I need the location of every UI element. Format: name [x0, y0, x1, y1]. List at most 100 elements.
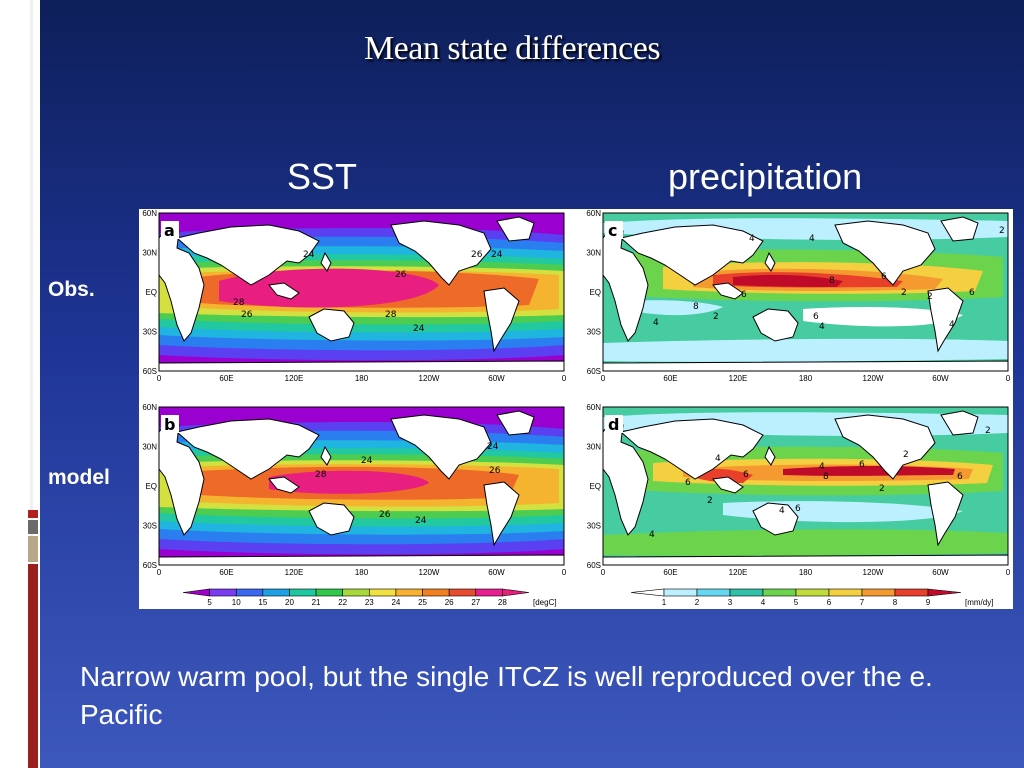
panel-c-contour-label: 2 — [999, 226, 1005, 236]
colorbar-tick-label: 20 — [285, 598, 294, 607]
colorbar-tick-label: 26 — [445, 598, 454, 607]
panel-d-precip-model: d 4 6 4 6 8 2 2 6 4 6 2 4 2 6 — [602, 406, 1009, 566]
panel-c-contour-label: 6 — [969, 288, 975, 298]
panel-c-contour-label: 6 — [741, 290, 747, 300]
lat-tick-label: 30S — [587, 522, 601, 531]
lat-tick-label: 60S — [587, 561, 601, 570]
lat-tick-label: EQ — [589, 288, 601, 297]
lat-tick-label: 30S — [143, 328, 157, 337]
panel-a-letter: a — [164, 221, 175, 240]
colorbar-tick-label: 24 — [391, 598, 400, 607]
panel-a-contour-label: 28 — [233, 298, 245, 308]
colorbar-swatch — [927, 588, 962, 597]
lon-tick-label: 60E — [219, 374, 233, 383]
panel-d-contour-label: 6 — [685, 478, 691, 488]
lat-tick-label: EQ — [145, 482, 157, 491]
lat-tick-label: 30N — [142, 249, 157, 258]
lat-tick-label: 30S — [143, 522, 157, 531]
left-decor-bar — [0, 0, 40, 768]
colorbar-swatch — [369, 588, 397, 597]
panel-d-contour-label: 6 — [743, 470, 749, 480]
colorbar-tick-label: 23 — [365, 598, 374, 607]
lon-tick-label: 60E — [663, 568, 677, 577]
panel-c-contour-label: 8 — [829, 276, 835, 286]
lon-tick-label: 120E — [729, 568, 748, 577]
lon-tick-label: 60W — [488, 374, 505, 383]
panel-d-contour-label: 6 — [795, 504, 801, 514]
panel-d-contour-label: 6 — [957, 472, 963, 482]
panel-d-contour-label: 4 — [819, 462, 825, 472]
colorbar-tick-label: 15 — [258, 598, 267, 607]
lat-tick-label: 60S — [143, 367, 157, 376]
panel-c-letter-box — [605, 221, 623, 239]
lat-tick-label: 60S — [587, 367, 601, 376]
lat-tick-label: EQ — [145, 288, 157, 297]
colorbar-tick-label: 25 — [418, 598, 427, 607]
panel-b-contour-label: 24 — [415, 516, 427, 526]
lon-tick-label: 0 — [562, 374, 567, 383]
panel-d-contour-label: 6 — [859, 460, 865, 470]
colorbar-swatch — [395, 588, 423, 597]
panel-d-contour-label: 4 — [779, 506, 785, 516]
lon-tick-label: 180 — [799, 568, 813, 577]
colorbar-tick-label: 9 — [926, 598, 931, 607]
colorbar-swatch — [762, 588, 797, 597]
colorbar-swatch — [475, 588, 503, 597]
slide-title: Mean state differences — [363, 30, 661, 67]
lat-tick-label: 30S — [587, 328, 601, 337]
lat-tick-label: 60S — [143, 561, 157, 570]
lon-tick-label: 120W — [863, 568, 884, 577]
colorbar-swatch — [235, 588, 264, 597]
panel-a-contour-label: 24 — [413, 324, 425, 334]
colorbar-swatch — [262, 588, 290, 597]
panel-b-letter-box — [161, 415, 179, 433]
lon-tick-label: 60W — [488, 568, 505, 577]
panel-d-contour-label: 4 — [649, 530, 655, 540]
colorbar-precip: 1 2 3 4 5 6 7 8 9 [mm/dy] — [630, 588, 993, 607]
panel-d-contour-label: 4 — [715, 454, 721, 464]
colorbar-tick-label: 5 — [207, 598, 212, 607]
panel-c-contour-label: 4 — [749, 234, 755, 244]
panel-d-letter-box — [605, 415, 623, 433]
figure-svg: a 24 26 24 26 28 26 28 24 — [142, 209, 1010, 607]
colorbar-swatch — [209, 588, 237, 597]
panel-c-letter: c — [608, 221, 617, 240]
colorbar-tick-label: 3 — [728, 598, 733, 607]
panel-b-contour-label: 24 — [361, 456, 373, 466]
colorbar-tick-label: 10 — [232, 598, 241, 607]
left-accent-marks — [28, 510, 38, 768]
colorbar-swatch — [289, 588, 317, 597]
lon-tick-label: 120W — [419, 374, 440, 383]
colorbar-swatch — [729, 588, 764, 597]
colorbar-unit: [degC] — [533, 598, 557, 607]
lon-tick-label: 0 — [157, 568, 162, 577]
colorbar-swatch — [795, 588, 830, 597]
lat-tick-label: 60N — [586, 403, 601, 412]
panel-b-contour-label: 26 — [489, 466, 501, 476]
panel-d-contour-label: 2 — [903, 450, 909, 460]
left-rule — [30, 0, 33, 768]
colorbar-swatch — [315, 588, 343, 597]
colorbar-swatch — [861, 588, 896, 597]
lon-tick-label: 180 — [355, 568, 369, 577]
lon-tick-label: 120E — [285, 568, 304, 577]
lon-tick-label: 60E — [219, 568, 233, 577]
colorbar-tick-label: 6 — [827, 598, 832, 607]
lon-tick-label: 0 — [601, 374, 606, 383]
lat-tick-label: 60N — [142, 209, 157, 218]
lon-tick-label: 120E — [285, 374, 304, 383]
lat-tick-label: 30N — [586, 443, 601, 452]
lat-tick-label: 60N — [586, 209, 601, 218]
colorbar-tick-label: 8 — [893, 598, 898, 607]
row-label-obs: Obs. — [48, 278, 95, 301]
colorbar-tick-label: 1 — [662, 598, 667, 607]
column-label-sst: SST — [287, 156, 358, 197]
panel-a-contour-label: 24 — [491, 250, 503, 260]
colorbar-tick-label: 2 — [695, 598, 700, 607]
colorbar-tick-label: 7 — [860, 598, 865, 607]
colorbar-swatch — [894, 588, 929, 597]
lon-tick-label: 180 — [799, 374, 813, 383]
panel-c-contour-label: 4 — [949, 320, 955, 330]
panel-c-contour-label: 6 — [813, 312, 819, 322]
lon-tick-label: 0 — [562, 568, 567, 577]
